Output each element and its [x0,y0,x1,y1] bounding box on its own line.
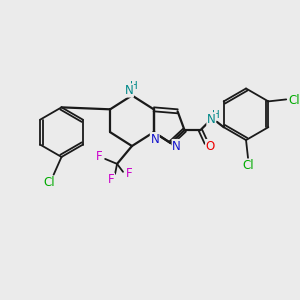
Text: Cl: Cl [44,176,56,189]
Text: F: F [96,150,103,164]
Text: O: O [206,140,215,152]
Text: H: H [130,80,138,91]
Text: Cl: Cl [242,159,254,172]
Text: N: N [150,133,159,146]
Text: F: F [108,173,114,186]
Text: F: F [126,167,132,180]
Text: N: N [172,140,181,152]
Text: Cl: Cl [288,94,300,107]
Text: N: N [124,84,133,97]
Text: H: H [212,110,220,120]
Text: N: N [207,113,216,126]
